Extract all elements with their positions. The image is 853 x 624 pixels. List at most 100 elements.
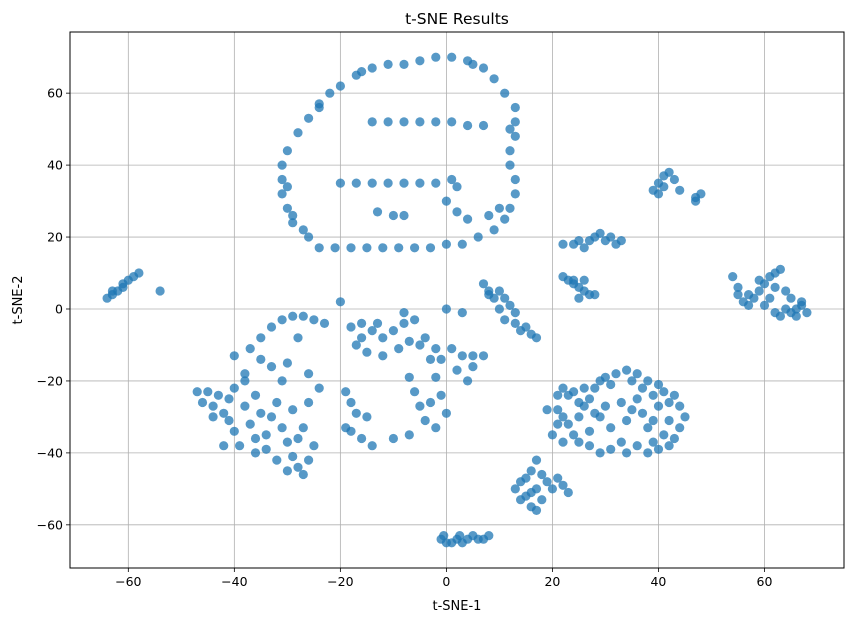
scatter-point — [277, 315, 287, 325]
scatter-point — [627, 405, 637, 415]
scatter-point — [770, 282, 780, 292]
scatter-point — [526, 487, 536, 498]
scatter-point — [436, 390, 446, 400]
scatter-point — [765, 293, 775, 303]
scatter-point — [637, 408, 648, 418]
scatter-point — [346, 322, 356, 332]
scatter-point — [288, 311, 298, 321]
scatter-point — [192, 387, 202, 397]
scatter-point — [553, 419, 563, 429]
scatter-point — [314, 102, 324, 113]
scatter-point — [574, 236, 584, 246]
scatter-point — [653, 401, 664, 411]
scatter-point — [781, 286, 791, 296]
scatter-point — [282, 466, 292, 476]
scatter-point — [229, 426, 239, 436]
scatter-point — [653, 444, 664, 454]
scatter-point — [404, 336, 414, 346]
scatter-point — [298, 423, 308, 433]
scatter-point — [786, 293, 796, 303]
scatter-point — [553, 405, 563, 415]
scatter-point — [494, 203, 504, 213]
scatter-point — [335, 81, 345, 91]
scatter-point — [505, 160, 515, 170]
scatter-point — [383, 117, 393, 127]
scatter-point — [478, 63, 489, 73]
scatter-point — [272, 397, 282, 408]
scatter-point — [500, 88, 510, 98]
y-tick-label: 60 — [47, 86, 63, 101]
scatter-point — [531, 333, 542, 343]
scatter-point — [463, 376, 473, 386]
scatter-point — [484, 531, 494, 541]
scatter-point — [383, 59, 393, 69]
scatter-point — [510, 117, 520, 127]
scatter-point — [288, 210, 298, 221]
scatter-point — [643, 448, 653, 458]
scatter-point — [643, 376, 653, 386]
scatter-point — [558, 412, 568, 422]
scatter-point — [197, 397, 208, 408]
scatter-point — [288, 218, 298, 228]
scatter-point — [367, 326, 377, 336]
scatter-point — [574, 397, 584, 408]
scatter-point — [256, 408, 266, 418]
scatter-point — [219, 441, 229, 451]
scatter-point — [309, 315, 319, 325]
scatter-point — [240, 401, 250, 411]
scatter-point — [744, 290, 754, 300]
scatter-point — [282, 146, 292, 156]
scatter-point — [600, 372, 611, 382]
scatter-point — [542, 405, 552, 415]
x-tick-label: 0 — [442, 574, 450, 589]
scatter-point — [410, 243, 420, 253]
scatter-point — [155, 286, 165, 296]
scatter-point — [627, 376, 637, 386]
chart-title: t-SNE Results — [405, 10, 509, 28]
scatter-point — [447, 174, 457, 185]
x-axis-label: t-SNE-1 — [433, 599, 482, 614]
y-tick-label: −40 — [37, 445, 63, 460]
scatter-point — [463, 214, 473, 224]
scatter-point — [664, 397, 674, 408]
scatter-point — [208, 412, 218, 422]
scatter-point — [463, 120, 473, 131]
scatter-point — [584, 394, 595, 404]
scatter-point — [304, 455, 314, 465]
scatter-point — [367, 117, 377, 127]
scatter-point — [696, 189, 706, 199]
scatter-point — [521, 473, 531, 483]
scatter-point — [574, 293, 584, 303]
scatter-point — [558, 239, 568, 249]
scatter-point — [420, 333, 430, 343]
scatter-point — [372, 207, 383, 217]
scatter-point — [388, 210, 398, 221]
scatter-point — [510, 484, 520, 494]
scatter-point — [293, 128, 303, 138]
scatter-point — [277, 376, 287, 386]
scatter-point — [447, 52, 457, 62]
scatter-point — [606, 444, 616, 454]
scatter-point — [282, 437, 292, 447]
scatter-point — [362, 412, 372, 422]
scatter-point — [378, 351, 388, 361]
scatter-point — [415, 117, 425, 127]
scatter-point — [452, 207, 462, 217]
scatter-point — [351, 408, 361, 418]
scatter-point — [510, 102, 520, 113]
y-tick-label: −60 — [37, 517, 63, 532]
scatter-point — [346, 243, 356, 253]
scatter-point — [357, 333, 367, 343]
scatter-point — [452, 365, 462, 375]
scatter-point — [510, 318, 520, 328]
scatter-point — [288, 405, 298, 415]
scatter-point — [457, 308, 467, 318]
scatter-point — [441, 304, 451, 314]
scatter-point — [775, 264, 786, 274]
scatter-point — [404, 372, 414, 382]
scatter-point — [547, 430, 558, 440]
scatter-point — [436, 354, 446, 364]
scatter-point — [367, 178, 377, 188]
scatter-point — [341, 423, 351, 433]
